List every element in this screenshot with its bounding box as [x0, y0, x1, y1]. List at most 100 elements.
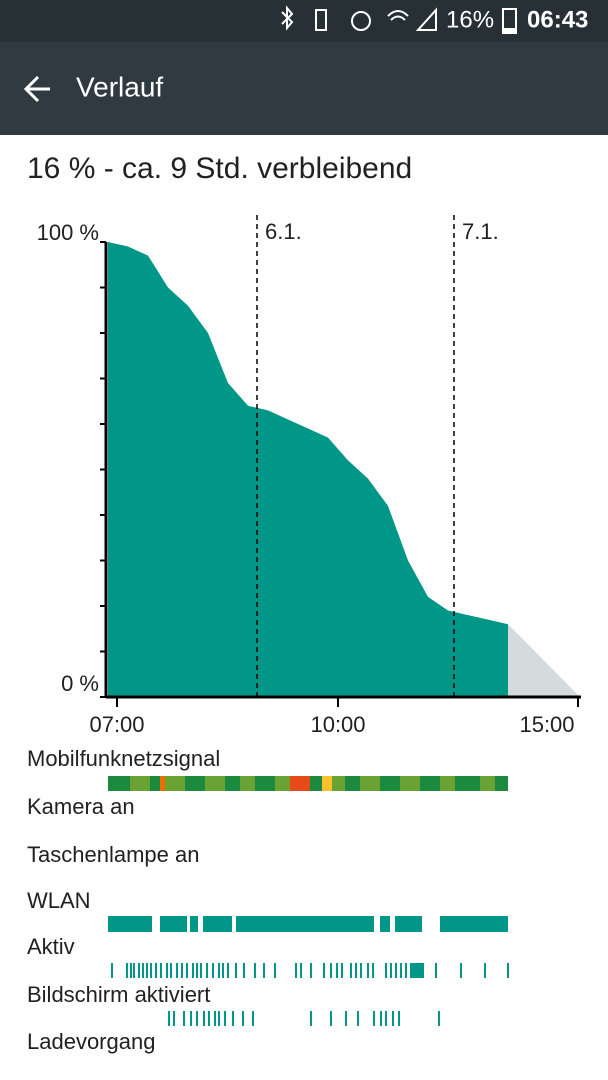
projection [508, 624, 580, 697]
row-label: Kamera an [27, 794, 135, 819]
battery-area [108, 242, 508, 697]
active-tick [405, 963, 407, 978]
screen-tick [224, 1011, 226, 1026]
signal-segment [420, 776, 440, 791]
signal-segment [150, 776, 160, 791]
active-tick [155, 963, 157, 978]
battery-chart: 6.1. 7.1. 100 % 0 % 07:00 10:00 15:00 Mobilfunk… [27, 215, 581, 1054]
active-tick [400, 963, 402, 978]
active-block [410, 963, 424, 978]
active-tick [138, 963, 140, 978]
active-tick [243, 963, 245, 978]
active-tick [186, 963, 188, 978]
active-tick [336, 963, 338, 978]
signal-segment [240, 776, 255, 791]
screen-tick [310, 1011, 312, 1026]
active-tick [150, 963, 152, 978]
status-icons [281, 5, 437, 31]
active-tick [274, 963, 276, 978]
day-label: 6.1. [265, 219, 302, 244]
screen-tick [242, 1011, 244, 1026]
active-tick [200, 963, 202, 978]
signal-segment [185, 776, 205, 791]
signal-segment [160, 776, 165, 791]
active-tick [206, 963, 208, 978]
signal-segment [380, 776, 400, 791]
active-tick [192, 963, 194, 978]
alarm-icon [351, 11, 371, 31]
signal-segment [225, 776, 240, 791]
active-tick [133, 963, 135, 978]
active-tick [372, 963, 374, 978]
screen-tick [398, 1011, 400, 1026]
active-tick [367, 963, 369, 978]
x-tick-label: 07:00 [89, 712, 144, 737]
active-tick [254, 963, 256, 978]
app-title: Verlauf [76, 71, 163, 102]
bluetooth-icon [281, 5, 294, 31]
screen-tick [357, 1011, 359, 1026]
active-tick [484, 963, 486, 978]
wlan-segment [395, 916, 422, 932]
active-tick [350, 963, 352, 978]
active-tick [212, 963, 214, 978]
y-tick-label: 0 % [61, 671, 99, 696]
screen-tick [173, 1011, 175, 1026]
active-tick [111, 963, 113, 978]
active-tick [355, 963, 357, 978]
screen-tick [208, 1011, 210, 1026]
signal-segment [322, 776, 332, 791]
active-tick [435, 963, 437, 978]
wlan-segment [236, 916, 374, 932]
screen-tick [218, 1011, 220, 1026]
signal-segment [480, 776, 495, 791]
signal-segment [255, 776, 275, 791]
active-tick [196, 963, 198, 978]
signal-segment [440, 776, 455, 791]
wifi-icon [387, 10, 409, 21]
active-tick [227, 963, 229, 978]
active-tick [300, 963, 302, 978]
x-tick-label: 15:00 [519, 712, 574, 737]
battery-fill [504, 28, 515, 32]
screen-tick [190, 1011, 192, 1026]
active-tick [507, 963, 509, 978]
active-tick [395, 963, 397, 978]
active-tick [330, 963, 332, 978]
row-label: Taschenlampe an [27, 842, 199, 867]
app-bar [0, 42, 608, 135]
wlan-segment [160, 916, 187, 932]
active-tick [176, 963, 178, 978]
day-label: 7.1. [462, 219, 499, 244]
row-label: Ladevorgang [27, 1029, 155, 1054]
active-tick [166, 963, 168, 978]
screen-tick [392, 1011, 394, 1026]
active-tick [218, 963, 220, 978]
signal-segment [275, 776, 290, 791]
signal-segment [455, 776, 480, 791]
wlan-segment [440, 916, 508, 932]
signal-segment [108, 776, 130, 791]
screen-tick [183, 1011, 185, 1026]
battery-icon [502, 8, 517, 34]
active-tick [142, 963, 144, 978]
signal-segment [332, 776, 345, 791]
active-tick [263, 963, 265, 978]
signal-segment [310, 776, 322, 791]
signal-segment [290, 776, 310, 791]
wlan-segment [380, 916, 390, 932]
active-tick [222, 963, 224, 978]
screen-tick [438, 1011, 440, 1026]
signal-segment [345, 776, 360, 791]
active-tick [310, 963, 312, 978]
wlan-segment [108, 916, 152, 932]
signal-icon [415, 7, 437, 31]
row-label: Bildschirm aktiviert [27, 982, 210, 1007]
screen-tick [203, 1011, 205, 1026]
battery-percent: 16% [446, 6, 494, 33]
back-button[interactable] [23, 75, 50, 103]
active-tick [341, 963, 343, 978]
signal-segment [495, 776, 508, 791]
